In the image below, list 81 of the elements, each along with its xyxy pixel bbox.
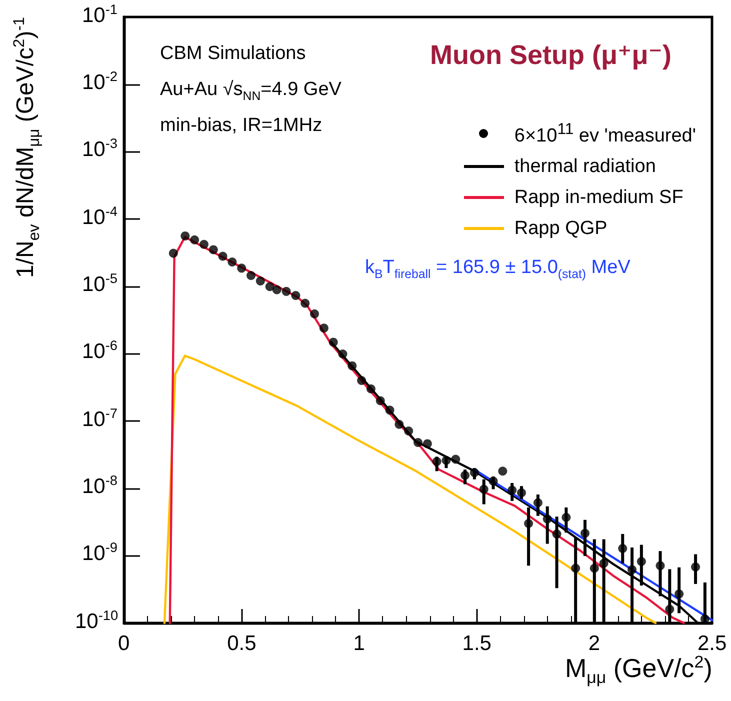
point bbox=[590, 564, 599, 573]
y-tick-label: 10$^{-10}$ bbox=[75, 608, 118, 632]
point bbox=[357, 376, 366, 385]
x-tick-label: 2.5 bbox=[698, 632, 727, 655]
point bbox=[265, 282, 274, 292]
point bbox=[479, 484, 488, 494]
x-tick-label: 1 bbox=[353, 632, 365, 655]
x-tick-label: 1.5 bbox=[462, 632, 492, 655]
point bbox=[562, 512, 571, 522]
point bbox=[599, 558, 608, 568]
x-tick-label: 0 bbox=[118, 632, 130, 655]
point bbox=[180, 231, 190, 240]
point bbox=[422, 439, 432, 448]
legend-label: 6×10$^{11}$ ev 'measured' bbox=[514, 121, 696, 146]
point bbox=[414, 438, 422, 447]
point bbox=[488, 476, 498, 486]
point bbox=[533, 498, 542, 508]
legend-label: Rapp QGP bbox=[514, 218, 608, 240]
point bbox=[674, 589, 684, 598]
point bbox=[508, 486, 517, 495]
point bbox=[451, 454, 460, 464]
point bbox=[656, 561, 665, 570]
point bbox=[470, 468, 479, 478]
point bbox=[432, 457, 442, 466]
point bbox=[246, 270, 256, 280]
y-tick-label: 10$^{-8}$ bbox=[82, 472, 118, 498]
legend-label: thermal radiation bbox=[514, 156, 656, 178]
point bbox=[665, 604, 674, 614]
point bbox=[338, 349, 348, 358]
y-tick-label: 10$^{-7}$ bbox=[82, 406, 118, 430]
point bbox=[524, 519, 534, 528]
point bbox=[404, 426, 414, 436]
point bbox=[256, 276, 265, 286]
point bbox=[208, 245, 218, 254]
point bbox=[516, 488, 526, 498]
point bbox=[228, 257, 237, 266]
y-tick-label: 10$^{-4}$ bbox=[82, 204, 118, 228]
point bbox=[552, 529, 562, 538]
point bbox=[190, 235, 200, 244]
point bbox=[376, 396, 385, 406]
point bbox=[199, 240, 208, 249]
point bbox=[366, 384, 376, 394]
point bbox=[168, 248, 178, 258]
annotation: min-bias, IR=1MHz bbox=[160, 115, 322, 136]
y-tick-label: 10$^{-6}$ bbox=[82, 338, 118, 364]
point bbox=[291, 291, 300, 300]
point bbox=[571, 564, 580, 573]
point bbox=[394, 420, 404, 429]
point bbox=[498, 466, 508, 476]
legend-label: Rapp in-medium SF bbox=[514, 187, 684, 208]
point bbox=[442, 456, 451, 465]
point bbox=[282, 286, 291, 296]
point bbox=[691, 562, 700, 572]
point bbox=[319, 324, 328, 333]
point bbox=[618, 544, 628, 553]
point bbox=[310, 309, 320, 318]
point bbox=[636, 556, 646, 566]
y-tick-label: 10$^{-9}$ bbox=[82, 540, 118, 566]
x-tick-label: 0.5 bbox=[227, 632, 256, 655]
point bbox=[348, 361, 357, 370]
line-series bbox=[163, 354, 657, 624]
point bbox=[385, 406, 394, 415]
y-tick-label: 10$^{-5}$ bbox=[82, 270, 118, 296]
point bbox=[272, 285, 282, 294]
point bbox=[542, 514, 552, 524]
x-tick-label: 2 bbox=[588, 632, 600, 655]
y-tick-label: 10$^{-1}$ bbox=[82, 2, 118, 26]
y-tick-label: 10$^{-2}$ bbox=[82, 68, 118, 94]
x-axis-title: M$_{μμ}$ (GeV/c$^{2}$) bbox=[565, 652, 712, 688]
point bbox=[460, 470, 470, 480]
annotation: k$_{B}$T$_{fireball}$ = 165.9 ± 15.0$_{(stat)}$ MeV bbox=[365, 257, 630, 281]
annotation: Au+Au √s$_{NN}$=4.9 GeV bbox=[160, 79, 342, 103]
point bbox=[237, 264, 246, 273]
annotation: CBM Simulations bbox=[160, 43, 306, 64]
point bbox=[580, 528, 590, 538]
text: Muon Setup (μ⁺μ⁻) bbox=[430, 40, 672, 70]
point bbox=[628, 565, 637, 574]
point bbox=[300, 298, 310, 308]
point bbox=[218, 252, 228, 261]
point bbox=[328, 338, 338, 347]
y-tick-label: 10$^{-3}$ bbox=[82, 136, 118, 162]
